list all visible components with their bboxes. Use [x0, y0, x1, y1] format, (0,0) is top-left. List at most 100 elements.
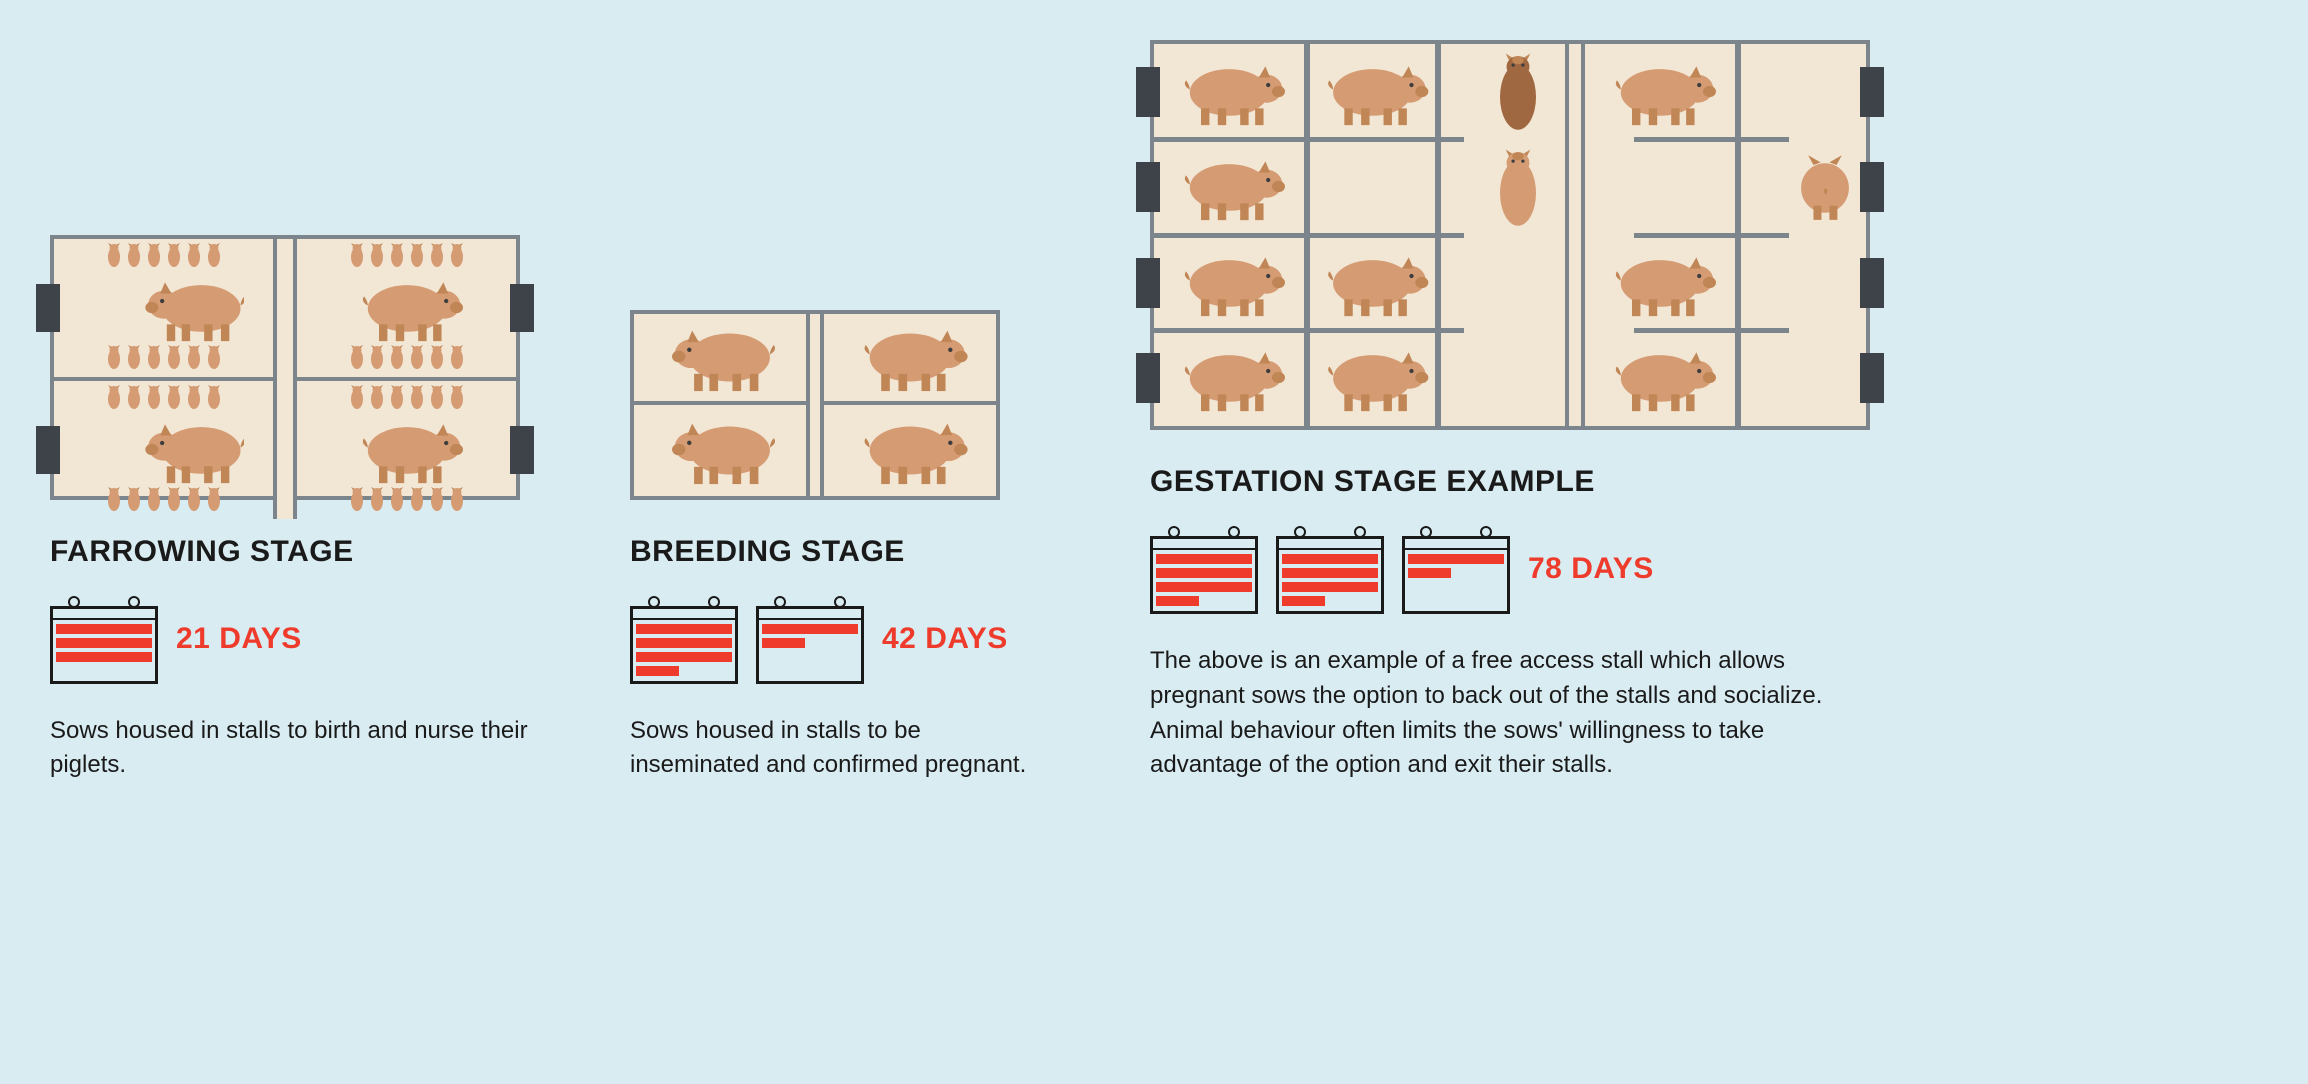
feeder-icon — [510, 426, 534, 474]
piglet-icon — [368, 487, 386, 515]
piglet-icon — [428, 243, 446, 271]
calendar-icon — [50, 594, 158, 684]
piglet-icon — [205, 345, 223, 373]
piglet-icon — [125, 345, 143, 373]
breed-pen — [824, 405, 996, 496]
pig-icon — [1169, 248, 1289, 318]
days-label: 21 DAYS — [176, 622, 302, 656]
piglet-icon — [125, 487, 143, 515]
piglet-icon — [448, 385, 466, 413]
piglet-icon — [165, 385, 183, 413]
stage-breeding: BREEDING STAGE 42 DAYS Sows housed in st… — [630, 310, 1050, 784]
piglet-icon — [145, 243, 163, 271]
pig-icon — [1600, 57, 1720, 127]
piglet-icon — [145, 385, 163, 413]
pig-icon — [845, 414, 975, 486]
piglet-icon — [428, 385, 446, 413]
pig-top-icon — [1489, 148, 1547, 238]
stage-title: GESTATION STAGE EXAMPLE — [1150, 465, 1870, 499]
piglet-icon — [105, 243, 123, 271]
breed-divider — [806, 314, 824, 496]
piglet-icon — [448, 243, 466, 271]
piglet-icon — [388, 345, 406, 373]
piglet-icon — [205, 487, 223, 515]
piglet-icon — [408, 345, 426, 373]
piglet-icon — [348, 385, 366, 413]
piglet-icon — [105, 345, 123, 373]
pig-icon — [1314, 248, 1431, 318]
stage-description: The above is an example of a free access… — [1150, 644, 1870, 783]
piglet-icon — [388, 385, 406, 413]
farrowing-diagram — [50, 235, 520, 500]
breed-pen — [634, 314, 806, 405]
farrow-divider — [273, 239, 297, 519]
piglet-icon — [185, 243, 203, 271]
calendar-icon — [756, 594, 864, 684]
piglet-icon — [125, 385, 143, 413]
pig-icon — [1169, 152, 1289, 222]
days-row: 42 DAYS — [630, 594, 1050, 684]
stage-description: Sows housed in stalls to be inseminated … — [630, 714, 1050, 784]
piglet-icon — [348, 487, 366, 515]
piglet-icon — [205, 243, 223, 271]
pig-icon — [1169, 57, 1289, 127]
pig-top-icon — [1489, 52, 1547, 142]
stage-gestation: GESTATION STAGE EXAMPLE 78 DAYS The abov… — [1150, 40, 1870, 783]
farrow-pen — [297, 239, 516, 381]
farrow-pen — [54, 381, 273, 519]
stage-title: BREEDING STAGE — [630, 535, 1050, 569]
stage-farrowing: FARROWING STAGE 21 DAYS Sows housed in s… — [50, 235, 530, 784]
pig-icon — [1600, 343, 1720, 413]
days-label: 78 DAYS — [1528, 552, 1654, 586]
days-row: 21 DAYS — [50, 594, 530, 684]
calendar-icon — [630, 594, 738, 684]
piglet-icon — [428, 345, 446, 373]
pig-icon — [845, 321, 975, 393]
pig-icon — [655, 321, 785, 393]
pig-icon — [1314, 57, 1431, 127]
infographic-container: FARROWING STAGE 21 DAYS Sows housed in s… — [50, 40, 2258, 783]
pig-icon — [327, 273, 487, 343]
piglet-icon — [408, 487, 426, 515]
feeder-icon — [510, 284, 534, 332]
piglet-icon — [165, 243, 183, 271]
calendar-icon — [1276, 524, 1384, 614]
piglet-icon — [185, 385, 203, 413]
breed-pen — [824, 314, 996, 405]
stage-description: Sows housed in stalls to birth and nurse… — [50, 714, 530, 784]
pig-icon — [1600, 248, 1720, 318]
piglet-icon — [105, 487, 123, 515]
calendar-icon — [1402, 524, 1510, 614]
feeder-icon — [36, 426, 60, 474]
piglet-icon — [125, 243, 143, 271]
breeding-diagram — [630, 310, 1000, 500]
piglet-icon — [145, 487, 163, 515]
farrow-pen — [297, 381, 516, 519]
days-label: 42 DAYS — [882, 622, 1008, 656]
gestation-diagram — [1150, 40, 1870, 430]
piglet-icon — [428, 487, 446, 515]
piglet-icon — [388, 243, 406, 271]
piglet-icon — [368, 243, 386, 271]
piglet-icon — [105, 385, 123, 413]
piglet-icon — [185, 345, 203, 373]
pig-icon — [327, 415, 487, 485]
calendar-group — [630, 594, 864, 684]
piglet-icon — [185, 487, 203, 515]
pig-icon — [1169, 343, 1289, 413]
piglet-icon — [348, 345, 366, 373]
piglet-icon — [448, 487, 466, 515]
piglet-icon — [165, 345, 183, 373]
breed-pen — [634, 405, 806, 496]
piglet-icon — [205, 385, 223, 413]
pig-icon — [84, 415, 244, 485]
piglet-icon — [408, 385, 426, 413]
piglet-icon — [408, 243, 426, 271]
piglet-icon — [165, 487, 183, 515]
pig-icon — [655, 414, 785, 486]
piglet-icon — [368, 345, 386, 373]
calendar-icon — [1150, 524, 1258, 614]
calendar-group — [1150, 524, 1510, 614]
pig-icon — [1314, 343, 1431, 413]
pig-icon — [84, 273, 244, 343]
